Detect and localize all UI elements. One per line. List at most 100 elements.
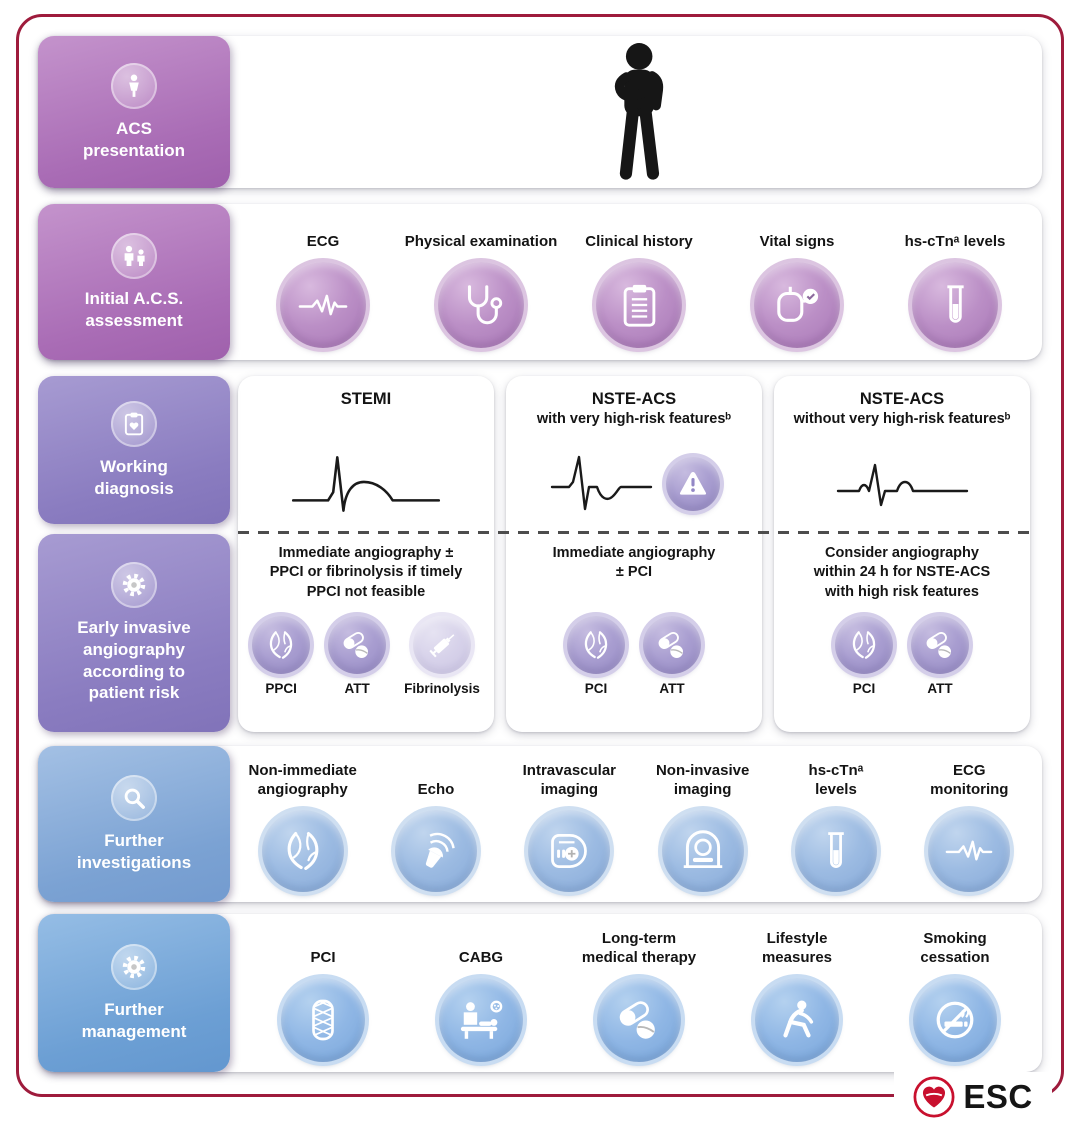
test-tube-circle <box>794 810 877 892</box>
att-circle <box>328 616 387 674</box>
trace-area <box>835 438 970 530</box>
coronary-angiography-icon <box>287 832 319 870</box>
row-label-investigations: Further investigations <box>76 830 192 872</box>
lifestyle-circle <box>755 978 839 1062</box>
assessment-item-ecg: ECG <box>244 216 402 348</box>
management-items: PCI CABG <box>244 924 1034 1062</box>
investigation-item-ecg-monitoring: ECG monitoring <box>903 756 1036 892</box>
item-label: Smoking cessation <box>920 930 990 966</box>
diagnosis-subtitle: without very high-risk featuresᵇ <box>793 411 1011 427</box>
stent-circle <box>281 978 365 1062</box>
assessment-items: ECG Physical examination Clinical histor… <box>244 216 1034 348</box>
esc-logo-text: ESC <box>963 1078 1033 1115</box>
assessment-item-vital-signs: Vital signs <box>718 216 876 348</box>
investigation-item-hs-ctn: hs-cTnᵃ levels <box>769 756 902 892</box>
assessment-item-hs-ctn: hs-cTnᵃ levels <box>876 216 1034 348</box>
treatment-item-att: ATT <box>643 616 701 696</box>
stent-icon <box>312 999 334 1041</box>
clipboard-heart-icon <box>111 400 157 447</box>
management-item-cabg: CABG <box>402 924 560 1062</box>
assessment-labelbox: Initial A.C.S. assessment <box>38 204 230 360</box>
treatment-item-fibrinolysis: Fibrinolysis <box>404 616 480 696</box>
row-label-presentation: ACS presentation <box>82 118 186 160</box>
treatment-icons: PPCI ATT <box>252 616 480 696</box>
blood-pressure-circle <box>754 262 840 348</box>
management-item-medical-therapy: Long-term medical therapy <box>560 924 718 1062</box>
test-tube-icon <box>828 832 844 868</box>
diagnosis-title: NSTE-ACS <box>591 390 677 408</box>
clipboard-icon <box>623 284 655 327</box>
treatment-icons: PCI ATT <box>567 616 701 696</box>
investigation-item-intravascular-imaging: Intravascular imaging <box>503 756 636 892</box>
gear-icon <box>111 562 157 608</box>
trace-area <box>549 438 720 530</box>
investigations-items: Non-immediate angiography Echo <box>236 756 1036 892</box>
treatment-item-att: ATT <box>911 616 969 696</box>
item-label: hs-cTnᵃ levels <box>904 232 1006 250</box>
syringe-icon <box>429 634 455 658</box>
treatment-text: Consider angiography within 24 h for NST… <box>813 545 991 600</box>
item-label: hs-cTnᵃ levels <box>808 762 864 798</box>
warning-circle <box>665 457 720 511</box>
item-label: CABG <box>458 948 504 966</box>
test-tube-icon <box>946 285 964 323</box>
item-label: ECG <box>306 232 340 250</box>
presentation-labelbox: ACS presentation <box>38 36 230 188</box>
investigation-item-non-invasive-imaging: Non-invasive imaging <box>636 756 769 892</box>
treatment-item-pci: PCI <box>567 616 625 696</box>
investigation-item-echo: Echo <box>369 756 502 892</box>
test-tube-circle <box>912 262 998 348</box>
treatment-item-att: ATT <box>328 616 387 696</box>
magnifier-icon <box>111 774 157 821</box>
esc-heart-icon <box>913 1076 955 1118</box>
treatment-item-ppci: PPCI <box>252 616 311 696</box>
assessment-item-physical-exam: Physical examination <box>402 216 560 348</box>
no-smoking-circle <box>913 978 997 1062</box>
blood-pressure-icon <box>777 286 819 322</box>
lifestyle-icon <box>783 1000 814 1038</box>
ct-circle <box>661 810 744 892</box>
management-labelbox: Further management <box>38 914 230 1072</box>
echo-probe-icon <box>425 832 455 868</box>
normal-ecg-trace <box>836 463 968 507</box>
diagnosis-title: STEMI <box>340 390 392 408</box>
treatment-text: Immediate angiography ± PCI <box>552 545 716 581</box>
page-border-frame <box>16 14 1064 1097</box>
management-item-smoking-cessation: Smoking cessation <box>876 924 1034 1062</box>
item-label: Echo <box>417 780 455 798</box>
row-label-diagnosis: Working diagnosis <box>94 456 174 498</box>
coronary-angiography-icon <box>269 631 293 659</box>
treatment-item-label: ATT <box>659 681 685 696</box>
pills-circle <box>597 978 681 1062</box>
management-item-lifestyle: Lifestyle measures <box>718 924 876 1062</box>
item-label: Vital signs <box>759 232 835 250</box>
pci-circle <box>567 616 625 674</box>
pills-icon <box>619 1001 655 1039</box>
column-nste-acs-high-risk: NSTE-ACS with very high-risk featuresᵇ I… <box>506 376 762 732</box>
angiography-circle <box>261 810 344 892</box>
investigation-item-angiography: Non-immediate angiography <box>236 756 369 892</box>
coronary-angiography-icon <box>852 631 876 659</box>
ecg-circle <box>928 810 1011 892</box>
ecg-icon <box>298 294 348 315</box>
treatment-item-label: ATT <box>344 681 370 696</box>
treatment-item-label: PCI <box>584 681 608 696</box>
pills-icon <box>926 631 951 658</box>
row-label-management: Further management <box>81 999 187 1041</box>
warning-icon <box>679 471 706 495</box>
surgery-icon <box>460 1000 503 1039</box>
early-invasive-angiography-labelbox: Early invasive angiography according to … <box>38 534 230 732</box>
assessment-item-clinical-history: Clinical history <box>560 216 718 348</box>
item-label: Physical examination <box>404 232 558 250</box>
column-nste-acs-no-high-risk: NSTE-ACS without very high-risk features… <box>774 376 1030 732</box>
row-label-assessment: Initial A.C.S. assessment <box>84 288 184 330</box>
esc-logo: ESC <box>894 1072 1052 1122</box>
diagnosis-treatment-divider <box>238 531 1030 534</box>
column-head: NSTE-ACS without very high-risk features… <box>794 376 1011 438</box>
nste-ecg-trace <box>550 455 652 511</box>
stethoscope-icon <box>467 285 503 325</box>
fibrinolysis-circle <box>413 616 471 674</box>
treatment-text: Immediate angiography ± PPCI or fibrinol… <box>269 545 463 600</box>
ecg-circle <box>280 262 366 348</box>
